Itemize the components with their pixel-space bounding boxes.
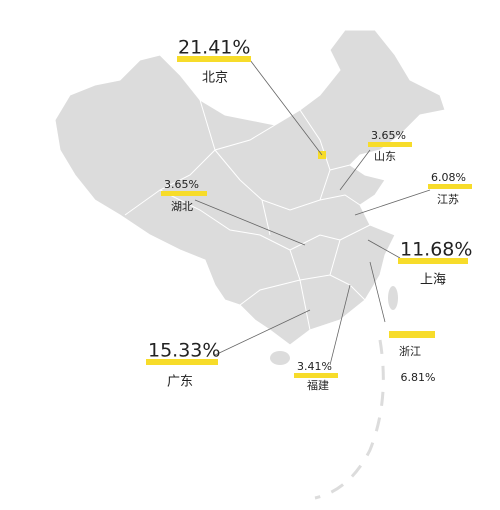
label-shanghai: 11.68% 上海 — [398, 239, 472, 288]
label-beijing: 21.41% 北京 — [177, 37, 251, 86]
region-name: 北京 — [202, 71, 228, 86]
share: 3.65% — [164, 178, 199, 191]
leader-lines — [194, 59, 431, 366]
share: 11.68% — [400, 239, 472, 261]
region-name: 上海 — [420, 273, 446, 288]
share: 6.81% — [401, 371, 436, 384]
label-hubei: 3.65% 湖北 — [161, 178, 207, 213]
share: 6.08% — [431, 171, 466, 184]
share: 21.41% — [178, 37, 250, 59]
share: 3.65% — [371, 129, 406, 142]
label-zhejiang: 浙江 6.81% — [389, 331, 435, 384]
region-name: 广东 — [167, 375, 193, 390]
share: 3.41% — [297, 360, 332, 373]
region-name: 湖北 — [171, 200, 193, 213]
label-shandong: 3.65% 山东 — [368, 129, 412, 163]
label-guangdong: 15.33% 广东 — [146, 340, 220, 390]
label-jiangsu: 6.08% 江苏 — [428, 171, 472, 206]
region-name: 江苏 — [437, 193, 459, 206]
region-name: 山东 — [374, 150, 396, 163]
china-outline — [54, 29, 446, 500]
label-fujian: 3.41% 福建 — [294, 360, 338, 392]
region-name: 浙江 — [399, 345, 421, 358]
region-name: 福建 — [307, 378, 329, 392]
share: 15.33% — [148, 340, 220, 362]
